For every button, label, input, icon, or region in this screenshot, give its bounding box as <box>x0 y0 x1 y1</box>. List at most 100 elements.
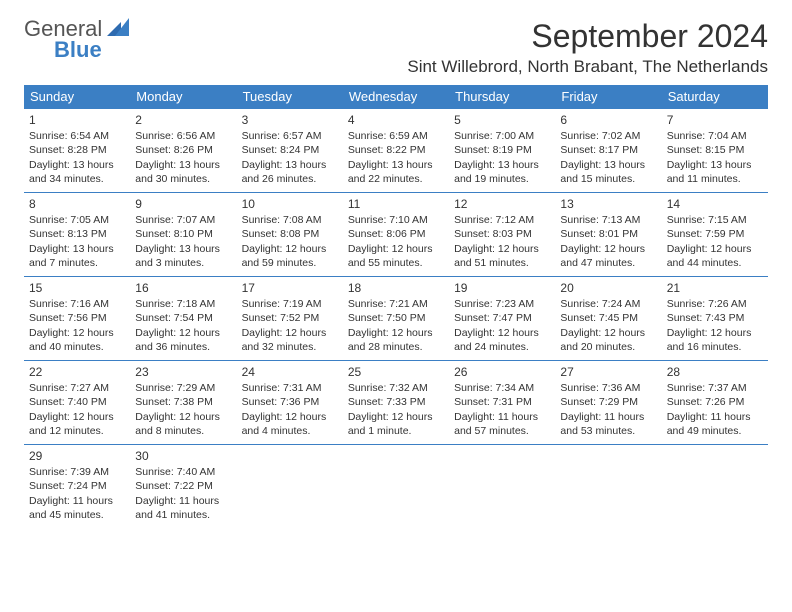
day-number: 27 <box>560 364 656 380</box>
sunrise-line: Sunrise: 7:08 AM <box>242 213 338 227</box>
sunrise-line: Sunrise: 7:04 AM <box>667 129 763 143</box>
daylight-line: Daylight: 12 hours and 12 minutes. <box>29 410 125 438</box>
sunrise-line: Sunrise: 7:19 AM <box>242 297 338 311</box>
daylight-line: Daylight: 12 hours and 59 minutes. <box>242 242 338 270</box>
calendar-cell-empty <box>662 445 768 532</box>
sunrise-line: Sunrise: 7:39 AM <box>29 465 125 479</box>
daylight-line: Daylight: 12 hours and 4 minutes. <box>242 410 338 438</box>
sunrise-line: Sunrise: 7:16 AM <box>29 297 125 311</box>
calendar-cell: 27Sunrise: 7:36 AMSunset: 7:29 PMDayligh… <box>555 361 661 445</box>
sunset-line: Sunset: 8:28 PM <box>29 143 125 157</box>
daylight-line: Daylight: 12 hours and 51 minutes. <box>454 242 550 270</box>
day-number: 14 <box>667 196 763 212</box>
day-number: 2 <box>135 112 231 128</box>
sunset-line: Sunset: 7:54 PM <box>135 311 231 325</box>
day-number: 12 <box>454 196 550 212</box>
sunset-line: Sunset: 7:52 PM <box>242 311 338 325</box>
sunrise-line: Sunrise: 6:54 AM <box>29 129 125 143</box>
daylight-line: Daylight: 12 hours and 36 minutes. <box>135 326 231 354</box>
sunrise-line: Sunrise: 7:13 AM <box>560 213 656 227</box>
daylight-line: Daylight: 12 hours and 55 minutes. <box>348 242 444 270</box>
calendar-cell: 9Sunrise: 7:07 AMSunset: 8:10 PMDaylight… <box>130 193 236 277</box>
weekday-header: Friday <box>555 85 661 109</box>
weekday-header: Wednesday <box>343 85 449 109</box>
sunrise-line: Sunrise: 7:00 AM <box>454 129 550 143</box>
calendar-row: 29Sunrise: 7:39 AMSunset: 7:24 PMDayligh… <box>24 445 768 532</box>
day-number: 18 <box>348 280 444 296</box>
sunset-line: Sunset: 7:22 PM <box>135 479 231 493</box>
day-number: 3 <box>242 112 338 128</box>
daylight-line: Daylight: 12 hours and 16 minutes. <box>667 326 763 354</box>
calendar-cell: 30Sunrise: 7:40 AMSunset: 7:22 PMDayligh… <box>130 445 236 532</box>
title-block: September 2024 Sint Willebrord, North Br… <box>407 18 768 77</box>
calendar-cell: 24Sunrise: 7:31 AMSunset: 7:36 PMDayligh… <box>237 361 343 445</box>
calendar-cell: 5Sunrise: 7:00 AMSunset: 8:19 PMDaylight… <box>449 109 555 193</box>
daylight-line: Daylight: 12 hours and 1 minute. <box>348 410 444 438</box>
sunrise-line: Sunrise: 7:02 AM <box>560 129 656 143</box>
sunset-line: Sunset: 7:43 PM <box>667 311 763 325</box>
sunrise-line: Sunrise: 7:26 AM <box>667 297 763 311</box>
calendar-cell: 18Sunrise: 7:21 AMSunset: 7:50 PMDayligh… <box>343 277 449 361</box>
sunrise-line: Sunrise: 7:24 AM <box>560 297 656 311</box>
sunrise-line: Sunrise: 7:15 AM <box>667 213 763 227</box>
day-number: 6 <box>560 112 656 128</box>
sunrise-line: Sunrise: 7:37 AM <box>667 381 763 395</box>
sunset-line: Sunset: 7:56 PM <box>29 311 125 325</box>
day-number: 13 <box>560 196 656 212</box>
day-number: 20 <box>560 280 656 296</box>
sunrise-line: Sunrise: 6:57 AM <box>242 129 338 143</box>
sunrise-line: Sunrise: 6:56 AM <box>135 129 231 143</box>
calendar-cell: 17Sunrise: 7:19 AMSunset: 7:52 PMDayligh… <box>237 277 343 361</box>
logo-text-block: General Blue <box>24 18 129 61</box>
day-number: 17 <box>242 280 338 296</box>
day-number: 5 <box>454 112 550 128</box>
weekday-header: Saturday <box>662 85 768 109</box>
daylight-line: Daylight: 11 hours and 41 minutes. <box>135 494 231 522</box>
calendar-cell-empty <box>343 445 449 532</box>
day-number: 9 <box>135 196 231 212</box>
calendar-cell: 8Sunrise: 7:05 AMSunset: 8:13 PMDaylight… <box>24 193 130 277</box>
sunset-line: Sunset: 7:47 PM <box>454 311 550 325</box>
sunset-line: Sunset: 7:40 PM <box>29 395 125 409</box>
sunrise-line: Sunrise: 6:59 AM <box>348 129 444 143</box>
daylight-line: Daylight: 13 hours and 34 minutes. <box>29 158 125 186</box>
sunset-line: Sunset: 8:17 PM <box>560 143 656 157</box>
calendar-row: 1Sunrise: 6:54 AMSunset: 8:28 PMDaylight… <box>24 109 768 193</box>
daylight-line: Daylight: 13 hours and 15 minutes. <box>560 158 656 186</box>
calendar-cell-empty <box>555 445 661 532</box>
sunset-line: Sunset: 7:36 PM <box>242 395 338 409</box>
sunset-line: Sunset: 7:59 PM <box>667 227 763 241</box>
sunset-line: Sunset: 7:38 PM <box>135 395 231 409</box>
day-number: 24 <box>242 364 338 380</box>
calendar-cell: 26Sunrise: 7:34 AMSunset: 7:31 PMDayligh… <box>449 361 555 445</box>
day-number: 25 <box>348 364 444 380</box>
logo: General Blue <box>24 18 129 61</box>
calendar-row: 22Sunrise: 7:27 AMSunset: 7:40 PMDayligh… <box>24 361 768 445</box>
daylight-line: Daylight: 11 hours and 57 minutes. <box>454 410 550 438</box>
calendar-row: 15Sunrise: 7:16 AMSunset: 7:56 PMDayligh… <box>24 277 768 361</box>
daylight-line: Daylight: 11 hours and 53 minutes. <box>560 410 656 438</box>
daylight-line: Daylight: 13 hours and 19 minutes. <box>454 158 550 186</box>
weekday-header: Thursday <box>449 85 555 109</box>
calendar-cell: 25Sunrise: 7:32 AMSunset: 7:33 PMDayligh… <box>343 361 449 445</box>
page-title: September 2024 <box>407 18 768 55</box>
calendar-cell: 3Sunrise: 6:57 AMSunset: 8:24 PMDaylight… <box>237 109 343 193</box>
calendar-cell: 11Sunrise: 7:10 AMSunset: 8:06 PMDayligh… <box>343 193 449 277</box>
sunset-line: Sunset: 8:22 PM <box>348 143 444 157</box>
daylight-line: Daylight: 11 hours and 45 minutes. <box>29 494 125 522</box>
day-number: 7 <box>667 112 763 128</box>
daylight-line: Daylight: 13 hours and 22 minutes. <box>348 158 444 186</box>
sunrise-line: Sunrise: 7:29 AM <box>135 381 231 395</box>
sunset-line: Sunset: 8:06 PM <box>348 227 444 241</box>
calendar-cell: 15Sunrise: 7:16 AMSunset: 7:56 PMDayligh… <box>24 277 130 361</box>
sunset-line: Sunset: 8:19 PM <box>454 143 550 157</box>
daylight-line: Daylight: 12 hours and 20 minutes. <box>560 326 656 354</box>
sunrise-line: Sunrise: 7:27 AM <box>29 381 125 395</box>
sunset-line: Sunset: 8:15 PM <box>667 143 763 157</box>
calendar-cell: 22Sunrise: 7:27 AMSunset: 7:40 PMDayligh… <box>24 361 130 445</box>
day-number: 21 <box>667 280 763 296</box>
calendar-cell: 19Sunrise: 7:23 AMSunset: 7:47 PMDayligh… <box>449 277 555 361</box>
day-number: 19 <box>454 280 550 296</box>
sunset-line: Sunset: 7:33 PM <box>348 395 444 409</box>
sunrise-line: Sunrise: 7:18 AM <box>135 297 231 311</box>
